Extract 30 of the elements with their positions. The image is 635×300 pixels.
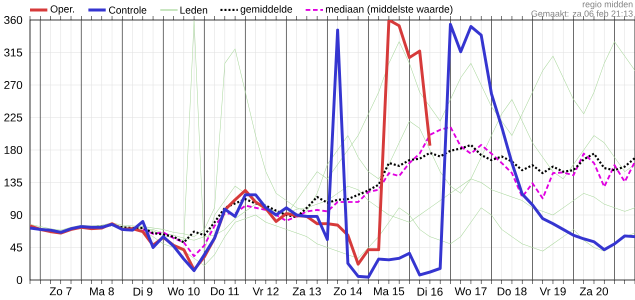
y-tick-label: 180 [4, 146, 22, 154]
text: regio midden [582, 0, 632, 10]
x-tick-label: Ma 15 [374, 287, 404, 296]
x-tick-label: Vr 19 [540, 287, 566, 296]
x-tick-label: Wo 17 [454, 287, 487, 296]
x-tick-label: Vr 12 [252, 287, 279, 296]
y-tick-label: 315 [4, 48, 22, 57]
x-tick-label: Za 13 [292, 287, 321, 296]
y-tick-label: 135 [4, 178, 22, 187]
legend-label: Leden [180, 6, 208, 14]
x-tick-label: Do 18 [498, 287, 527, 296]
legend-label: Controle [109, 6, 146, 14]
y-tick-label: 45 [10, 244, 22, 252]
legend-label: gemiddelde [240, 5, 292, 15]
x-tick-label: Di 16 [418, 287, 443, 296]
x-tick-label: Di 9 [134, 287, 152, 296]
legend-label: Oper. [50, 5, 74, 15]
y-tick-label: 0 [16, 276, 22, 284]
x-tick-label: Zo 14 [334, 287, 362, 296]
y-tick-label: 270 [4, 81, 22, 90]
y-tick-label: 225 [4, 114, 22, 122]
x-tick-label: Zo 7 [50, 287, 72, 296]
x-tick-label: Wo 10 [168, 287, 200, 296]
x-tick-label: Ma 8 [90, 287, 114, 296]
y-tick-label: 360 [4, 16, 22, 24]
x-tick-label: Za 20 [580, 287, 608, 296]
text: Gemaakt: za 06 feb 21:13 [531, 10, 633, 17]
y-tick-label: 90 [10, 211, 22, 220]
x-tick-label: Do 11 [211, 287, 239, 296]
legend-label: mediaan (middelste waarde) [326, 5, 452, 15]
